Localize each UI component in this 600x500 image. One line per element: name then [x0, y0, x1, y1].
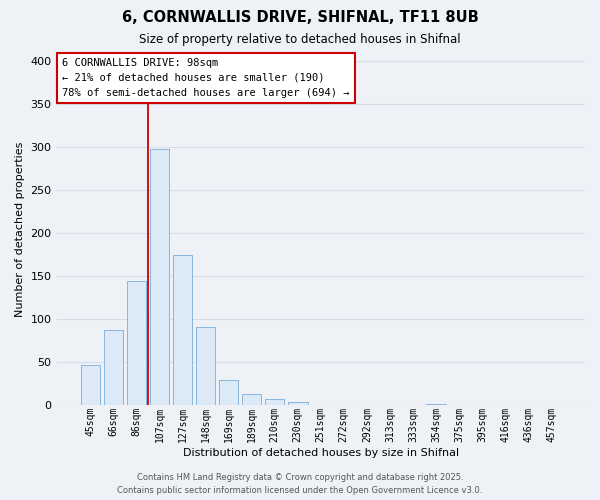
Bar	[265, 400, 284, 406]
Bar	[149, 149, 169, 406]
Bar	[426, 404, 446, 406]
Bar	[173, 254, 193, 406]
Bar	[104, 330, 123, 406]
Y-axis label: Number of detached properties: Number of detached properties	[15, 141, 25, 316]
Bar	[127, 280, 146, 406]
Text: 6 CORNWALLIS DRIVE: 98sqm
← 21% of detached houses are smaller (190)
78% of semi: 6 CORNWALLIS DRIVE: 98sqm ← 21% of detac…	[62, 58, 350, 98]
Text: 6, CORNWALLIS DRIVE, SHIFNAL, TF11 8UB: 6, CORNWALLIS DRIVE, SHIFNAL, TF11 8UB	[122, 10, 478, 25]
X-axis label: Distribution of detached houses by size in Shifnal: Distribution of detached houses by size …	[183, 448, 459, 458]
Bar	[80, 365, 100, 406]
Bar	[219, 380, 238, 406]
Text: Contains HM Land Registry data © Crown copyright and database right 2025.
Contai: Contains HM Land Registry data © Crown c…	[118, 474, 482, 495]
Bar	[196, 327, 215, 406]
Bar	[288, 402, 308, 406]
Text: Size of property relative to detached houses in Shifnal: Size of property relative to detached ho…	[139, 32, 461, 46]
Bar	[242, 394, 262, 406]
